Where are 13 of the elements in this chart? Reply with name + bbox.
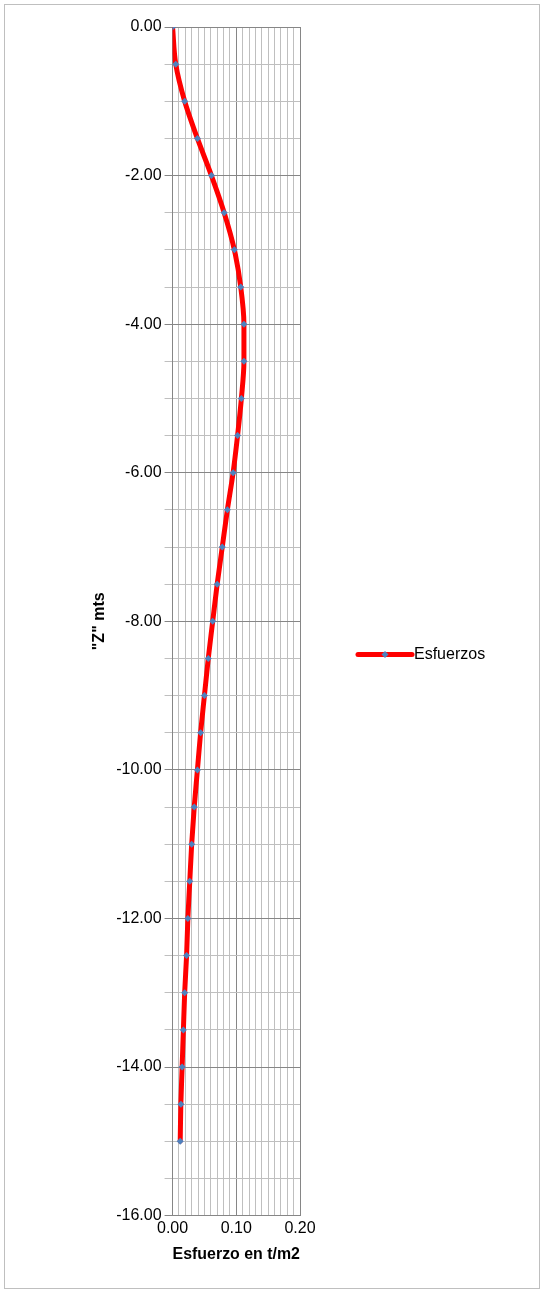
y-tick-label: -14.00 [116, 1057, 162, 1075]
x-tick-label: 0.20 [284, 1218, 316, 1236]
y-tick-label: -2.00 [125, 165, 162, 183]
legend-label: Esfuerzos [414, 644, 486, 662]
y-axis-title: "Z" mts [90, 592, 108, 651]
x-axis-title: Esfuerzo en t/m2 [172, 1244, 301, 1262]
x-tick-label: 0.10 [220, 1218, 252, 1236]
y-tick-label: -4.00 [125, 314, 162, 332]
y-tick-label: -8.00 [125, 611, 162, 629]
y-tick-label: 0.00 [130, 17, 162, 35]
y-tick-label: -10.00 [116, 760, 162, 778]
y-tick-label: -6.00 [125, 463, 162, 481]
y-tick-label: -12.00 [116, 908, 162, 926]
